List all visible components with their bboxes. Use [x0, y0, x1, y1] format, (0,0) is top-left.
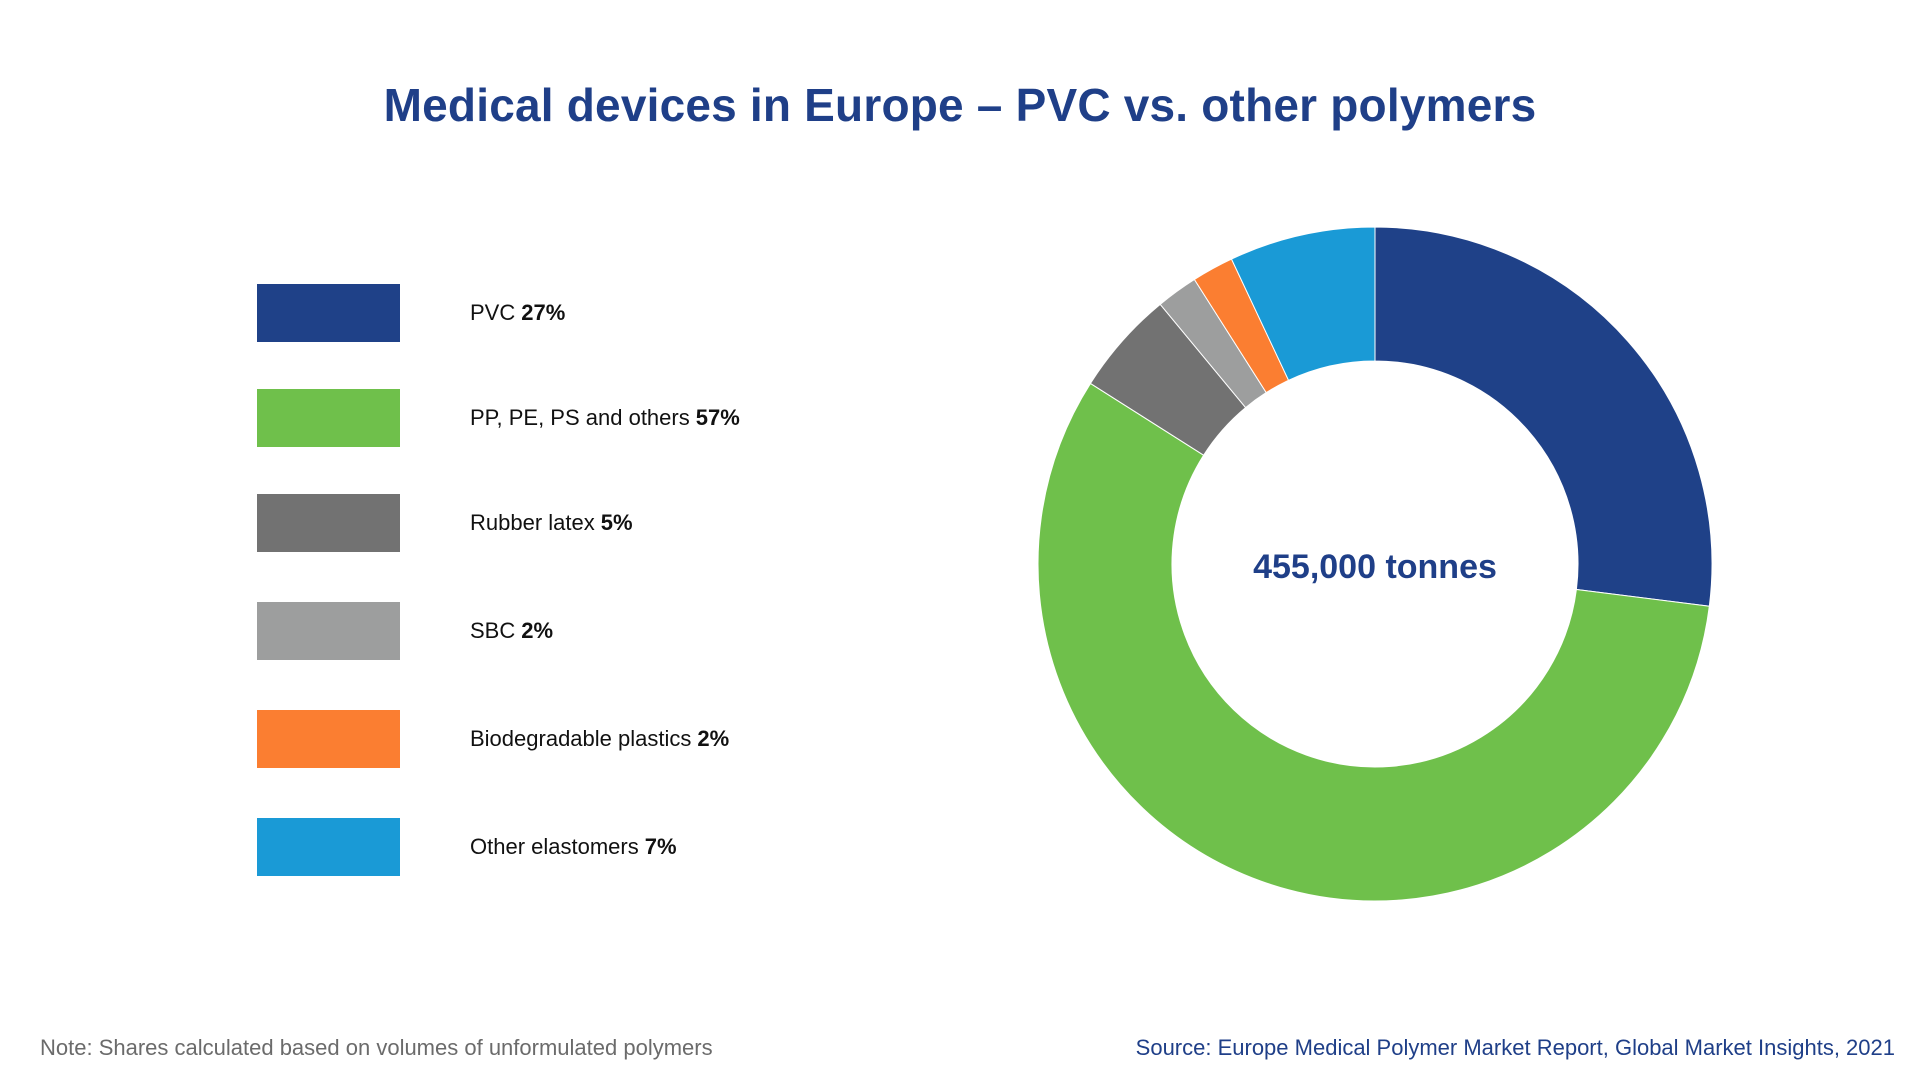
legend-item-pvc: PVC 27%	[257, 284, 565, 342]
legend-label-pp-pe-ps: PP, PE, PS and others 57%	[470, 405, 740, 431]
legend-name-biodegradable: Biodegradable plastics	[470, 726, 692, 751]
legend-label-sbc: SBC 2%	[470, 618, 553, 644]
legend-name-other-elastomers: Other elastomers	[470, 834, 639, 859]
donut-slice-other-elastomers	[1230, 226, 1376, 381]
legend-pct-sbc: 2%	[521, 618, 554, 643]
legend-swatch-sbc	[257, 602, 400, 660]
donut-slice-pvc	[1374, 226, 1713, 607]
legend-swatch-biodegradable	[257, 710, 400, 768]
legend-name-rubber-latex: Rubber latex	[470, 510, 595, 535]
legend-name-pvc: PVC	[470, 300, 516, 325]
footnote: Note: Shares calculated based on volumes…	[40, 1035, 713, 1060]
legend-label-rubber-latex: Rubber latex 5%	[470, 510, 633, 536]
legend-label-biodegradable: Biodegradable plastics 2%	[470, 726, 729, 752]
legend-pct-rubber-latex: 5%	[600, 510, 633, 535]
legend-name-pp-pe-ps: PP, PE, PS and others	[470, 405, 690, 430]
legend-item-pp-pe-ps: PP, PE, PS and others 57%	[257, 389, 740, 447]
legend-swatch-rubber-latex	[257, 494, 400, 552]
legend-label-other-elastomers: Other elastomers 7%	[470, 834, 677, 860]
donut-slice-pp-pe-ps-and-others	[1037, 382, 1710, 902]
legend-pct-pvc: 27%	[521, 300, 566, 325]
legend-pct-biodegradable: 2%	[697, 726, 730, 751]
legend-name-sbc: SBC	[470, 618, 516, 643]
legend-item-biodegradable: Biodegradable plastics 2%	[257, 710, 729, 768]
donut-center-label: 455,000 tonnes	[1253, 548, 1497, 586]
donut-slices	[1037, 226, 1713, 902]
legend-swatch-pvc	[257, 284, 400, 342]
legend-label-pvc: PVC 27%	[470, 300, 565, 326]
source-note: Source: Europe Medical Polymer Market Re…	[1135, 1035, 1895, 1060]
legend-item-other-elastomers: Other elastomers 7%	[257, 818, 677, 876]
legend-swatch-other-elastomers	[257, 818, 400, 876]
legend-item-sbc: SBC 2%	[257, 602, 553, 660]
legend-swatch-pp-pe-ps	[257, 389, 400, 447]
legend-pct-pp-pe-ps: 57%	[695, 405, 740, 430]
chart-title: Medical devices in Europe – PVC vs. othe…	[383, 79, 1537, 131]
legend-pct-other-elastomers: 7%	[644, 834, 677, 859]
legend-item-rubber-latex: Rubber latex 5%	[257, 494, 633, 552]
